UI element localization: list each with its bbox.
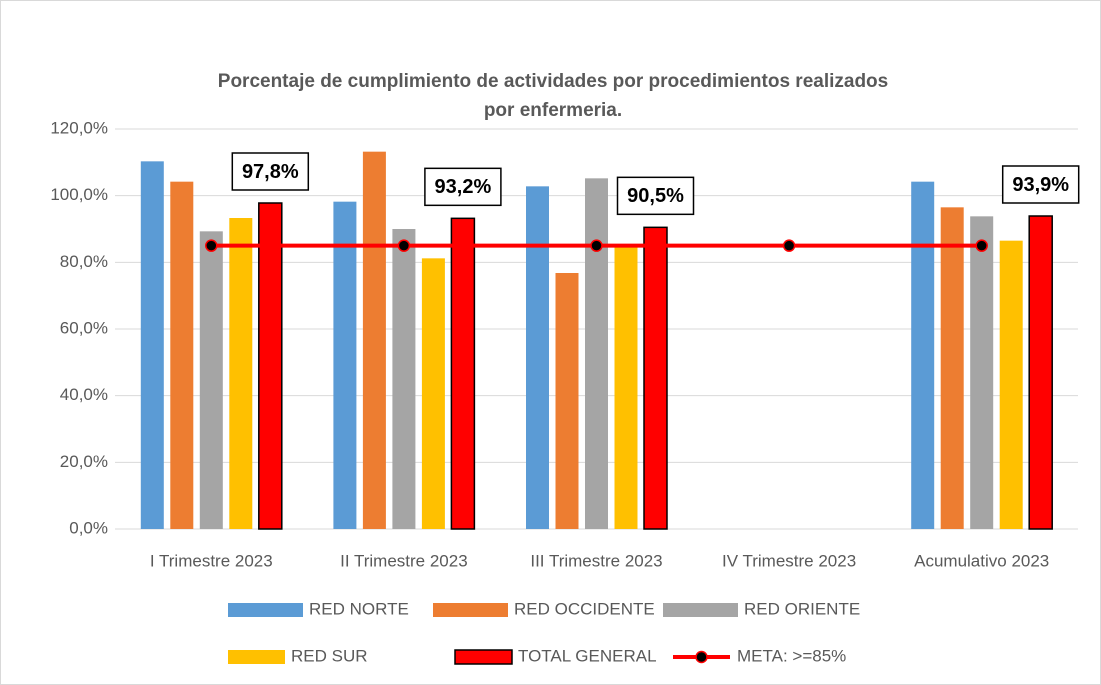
data-label: 97,8%	[242, 161, 299, 183]
legend-marker	[695, 650, 708, 664]
chart-title: Porcentaje de cumplimiento de actividade…	[218, 71, 888, 92]
bar	[421, 258, 445, 529]
bar	[229, 218, 253, 529]
x-tick-label: II Trimestre 2023	[340, 551, 468, 570]
bar	[258, 202, 283, 530]
chart-title: por enfermeria.	[484, 100, 622, 121]
bar	[999, 240, 1023, 529]
line-marker	[590, 239, 603, 252]
legend-label: RED ORIENTE	[744, 599, 860, 618]
line-marker	[782, 239, 796, 252]
line-marker	[975, 239, 988, 252]
bar	[1028, 215, 1053, 530]
data-label-box	[1001, 165, 1080, 204]
y-tick-label: 120,0%	[50, 118, 108, 137]
y-tick-label: 80,0%	[60, 252, 108, 271]
bar	[199, 231, 223, 530]
bar	[392, 229, 416, 529]
data-label: 93,9%	[1012, 174, 1069, 196]
legend-label: TOTAL GENERAL	[518, 646, 657, 665]
bar	[940, 207, 964, 530]
y-tick-label: 40,0%	[60, 385, 108, 404]
bar	[911, 181, 935, 529]
legend-label: RED NORTE	[309, 599, 409, 618]
bar	[614, 247, 638, 530]
legend-swatch	[228, 603, 303, 617]
bar	[970, 216, 994, 530]
line-marker	[205, 239, 218, 252]
data-label: 93,2%	[435, 176, 492, 198]
data-label-box	[424, 167, 502, 207]
bar	[450, 217, 476, 530]
x-tick-label: I Trimestre 2023	[150, 551, 273, 570]
y-tick-label: 20,0%	[60, 452, 108, 471]
bar	[170, 181, 194, 529]
legend-label: RED OCCIDENTE	[514, 599, 655, 618]
x-tick-label: IV Trimestre 2023	[722, 551, 856, 570]
x-tick-label: Acumulativo 2023	[914, 551, 1049, 570]
bar	[526, 186, 549, 530]
bar	[555, 273, 579, 529]
legend-swatch	[454, 649, 513, 665]
legend-swatch	[433, 603, 508, 617]
x-tick-label: III Trimestre 2023	[530, 551, 662, 570]
legend-swatch	[228, 650, 285, 664]
bar	[140, 161, 164, 530]
bar	[362, 151, 386, 529]
data-label: 90,5%	[627, 185, 684, 207]
bar	[333, 201, 357, 529]
y-tick-label: 100,0%	[50, 185, 108, 204]
legend-swatch	[663, 603, 738, 617]
legend-label: RED SUR	[291, 646, 368, 665]
data-label-box	[616, 176, 695, 216]
bar	[643, 226, 668, 530]
bar	[585, 178, 608, 530]
legend-label: META: >=85%	[737, 646, 846, 665]
data-label-box	[231, 152, 310, 191]
line-marker	[397, 239, 411, 252]
y-tick-label: 60,0%	[60, 318, 108, 337]
y-tick-label: 0,0%	[69, 518, 108, 537]
